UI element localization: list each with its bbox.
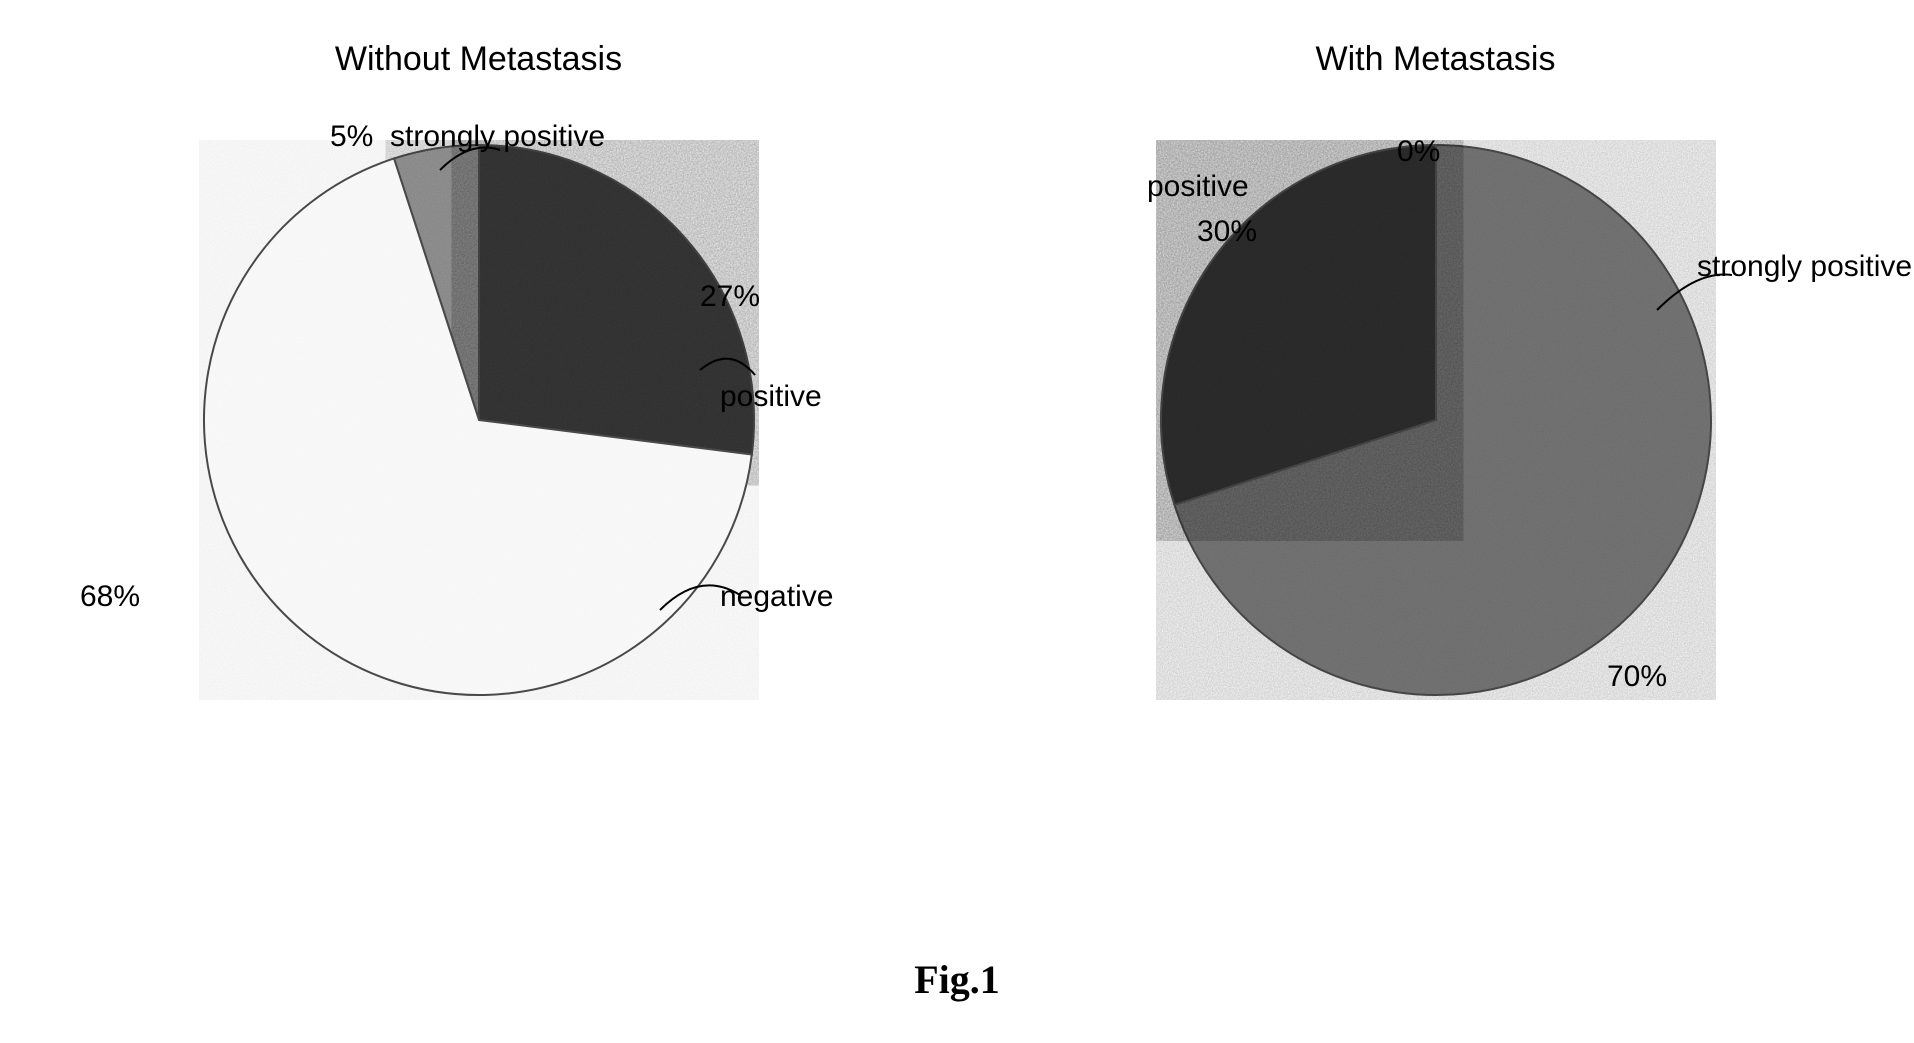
figure: Without Metastasis <box>0 0 1914 1043</box>
figure-caption: Fig.1 <box>0 956 1914 1003</box>
left-label-positive: positive <box>720 380 822 414</box>
right-title: With Metastasis <box>957 40 1914 79</box>
left-pct-negative: 68% <box>80 580 140 614</box>
left-pct-positive: 27% <box>700 280 760 314</box>
right-pct-negative: 0% <box>1397 135 1440 169</box>
left-title: Without Metastasis <box>0 40 957 79</box>
right-label-strongly-positive: strongly positive <box>1697 250 1912 284</box>
right-pct-strongly-positive: 70% <box>1607 660 1667 694</box>
left-pie-slices <box>204 145 754 695</box>
left-panel: Without Metastasis <box>0 40 957 900</box>
right-panel: With Metastasis 0% positive 30% strongly… <box>957 40 1914 900</box>
left-label-strongly-positive: strongly positive <box>390 120 605 154</box>
right-label-positive: positive <box>1147 170 1249 204</box>
right-pct-positive: 30% <box>1197 215 1257 249</box>
left-pie <box>199 140 759 700</box>
left-label-negative: negative <box>720 580 833 614</box>
left-pct-strongly-positive: 5% <box>330 120 373 154</box>
left-pie-svg <box>199 140 759 700</box>
